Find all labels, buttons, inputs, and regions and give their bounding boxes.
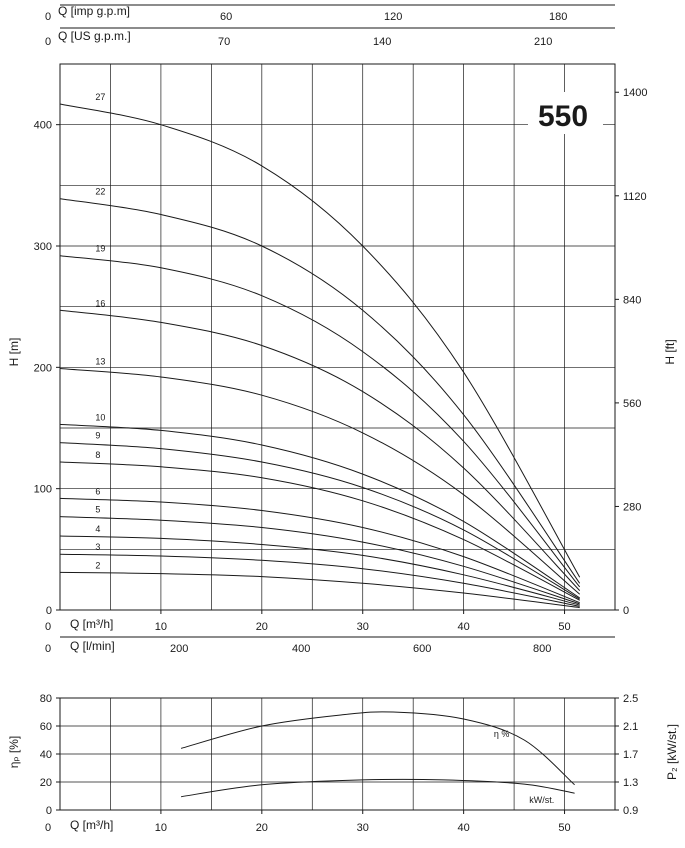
- efficiency-y-left-tick-label: 0: [46, 805, 52, 817]
- head-curves: 2 3 4 5 6 8 9 10 13 16 19 22 27: [59, 92, 581, 609]
- head-curve-8: [59, 461, 580, 601]
- efficiency-y-right-tick-label: 2.5: [623, 693, 638, 705]
- x-tick-label: 50: [558, 621, 570, 633]
- efficiency-x-tick-label: 30: [357, 822, 369, 834]
- efficiency-y-left-title: ηₚ [%]: [7, 736, 21, 768]
- y-right-tick-label: 0: [623, 605, 629, 617]
- curve-label-10: 10: [95, 412, 105, 422]
- main-plot-frame: [59, 63, 616, 611]
- efficiency-y-left-tick-label: 60: [40, 721, 52, 733]
- top-axis-us-zero: 0: [45, 36, 51, 48]
- x-tick-label: 20: [256, 621, 268, 633]
- top-axis-imp-tick-60: 60: [220, 11, 232, 23]
- y-left-tick-label: 200: [34, 362, 52, 374]
- efficiency-x-label: Q [m³/h]: [70, 818, 113, 832]
- y-left-tick-label: 100: [34, 484, 52, 496]
- head-curve-22: [59, 198, 581, 584]
- bottom-axis-lmin-tick-400: 400: [292, 643, 310, 655]
- bottom-axis-lmin-tick-200: 200: [170, 643, 188, 655]
- curve-label-13: 13: [95, 357, 105, 367]
- curve-label-5: 5: [95, 505, 100, 515]
- curve-label-8: 8: [95, 450, 100, 460]
- efficiency-grid: [60, 698, 615, 810]
- efficiency-y-right-tick-label: 2.1: [623, 721, 638, 733]
- y-left-tick-label: 400: [34, 120, 52, 132]
- y-right-tick-label: 1400: [623, 87, 647, 99]
- main-grid: [60, 64, 615, 610]
- head-curve-27: [59, 103, 581, 578]
- y-axis-right-title: H [ft]: [663, 339, 677, 364]
- efficiency-x-tick-label: 50: [558, 822, 570, 834]
- head-curve-19: [59, 255, 581, 588]
- bottom-axis-lmin-tick-800: 800: [533, 643, 551, 655]
- bottom-axes: 0 Q [m³/h] 0 Q [l/min] 200 400 600 800: [45, 617, 615, 655]
- x-tick-label: 40: [458, 621, 470, 633]
- y-axis-left-title: H [m]: [7, 338, 21, 367]
- power-curve: [181, 778, 575, 798]
- y-right-tick-label: 560: [623, 398, 641, 410]
- curve-label-9: 9: [95, 431, 100, 441]
- top-axis-us-label: Q [US g.p.m.]: [58, 29, 131, 43]
- top-axis-imp-label: Q [imp g.p.m]: [58, 4, 130, 18]
- top-axes: 0 Q [imp g.p.m] 60 120 180 0 Q [US g.p.m…: [45, 4, 615, 48]
- efficiency-x-tick-label: 40: [458, 822, 470, 834]
- efficiency-curves: η % kW/st.: [180, 711, 575, 805]
- efficiency-y-right-tick-label: 0.9: [623, 805, 638, 817]
- efficiency-y-right-title: P₂ [kW/st.]: [665, 724, 679, 780]
- curve-label-2: 2: [95, 560, 100, 570]
- efficiency-x-tick-label: 10: [155, 822, 167, 834]
- top-axis-us-tick-140: 140: [373, 36, 391, 48]
- y-right-tick-label: 280: [623, 501, 641, 513]
- efficiency-x-tick-label: 20: [256, 822, 268, 834]
- y-left-tick-label: 0: [46, 605, 52, 617]
- head-curve-5: [59, 516, 580, 605]
- efficiency-curve-label: η %: [494, 729, 510, 739]
- efficiency-curve: [180, 711, 575, 786]
- efficiency-x-zero: 0: [45, 822, 51, 834]
- head-curve-9: [59, 442, 580, 600]
- bottom-axis-lmin-zero: 0: [45, 643, 51, 655]
- curve-label-4: 4: [95, 524, 100, 534]
- y-right-tick-label: 1120: [623, 191, 647, 203]
- efficiency-y-right-tick-label: 1.7: [623, 749, 638, 761]
- head-curve-13: [59, 368, 581, 595]
- curve-label-19: 19: [95, 244, 105, 254]
- head-curve-3: [59, 553, 580, 607]
- efficiency-y-left-tick-label: 80: [40, 693, 52, 705]
- top-axis-imp-zero: 0: [45, 11, 51, 23]
- curve-label-16: 16: [95, 298, 105, 308]
- bottom-axis-m3h-zero: 0: [45, 621, 51, 633]
- efficiency-y-left-tick-label: 40: [40, 749, 52, 761]
- curve-label-22: 22: [95, 187, 105, 197]
- top-axis-us-tick-210: 210: [534, 36, 552, 48]
- y-right-tick-label: 840: [623, 294, 641, 306]
- curve-label-3: 3: [95, 542, 100, 552]
- top-axis-imp-tick-180: 180: [549, 11, 567, 23]
- power-curve-label: kW/st.: [529, 795, 554, 805]
- curve-label-27: 27: [95, 92, 105, 102]
- bottom-axis-m3h-label: Q [m³/h]: [70, 617, 113, 631]
- efficiency-ticks: 0 20 40 60 80 0.9 1.3 1.7 2.1 2.5 10 20 30 40 50: [40, 693, 639, 834]
- bottom-axis-lmin-label: Q [l/min]: [70, 639, 115, 653]
- head-curve-2: [59, 571, 580, 609]
- y-left-tick-label: 300: [34, 241, 52, 253]
- x-tick-label: 10: [155, 621, 167, 633]
- bottom-axis-lmin-tick-600: 600: [413, 643, 431, 655]
- model-label: 550: [538, 100, 588, 133]
- efficiency-y-right-tick-label: 1.3: [623, 777, 638, 789]
- head-curve-16: [59, 309, 581, 591]
- head-curve-4: [59, 535, 580, 606]
- x-tick-label: 30: [357, 621, 369, 633]
- model-label-bg: [528, 92, 603, 134]
- efficiency-y-left-tick-label: 20: [40, 777, 52, 789]
- head-curve-10: [59, 423, 580, 599]
- head-curve-6: [59, 497, 580, 604]
- top-axis-us-tick-70: 70: [218, 36, 230, 48]
- curve-label-6: 6: [95, 486, 100, 496]
- top-axis-imp-tick-120: 120: [384, 11, 402, 23]
